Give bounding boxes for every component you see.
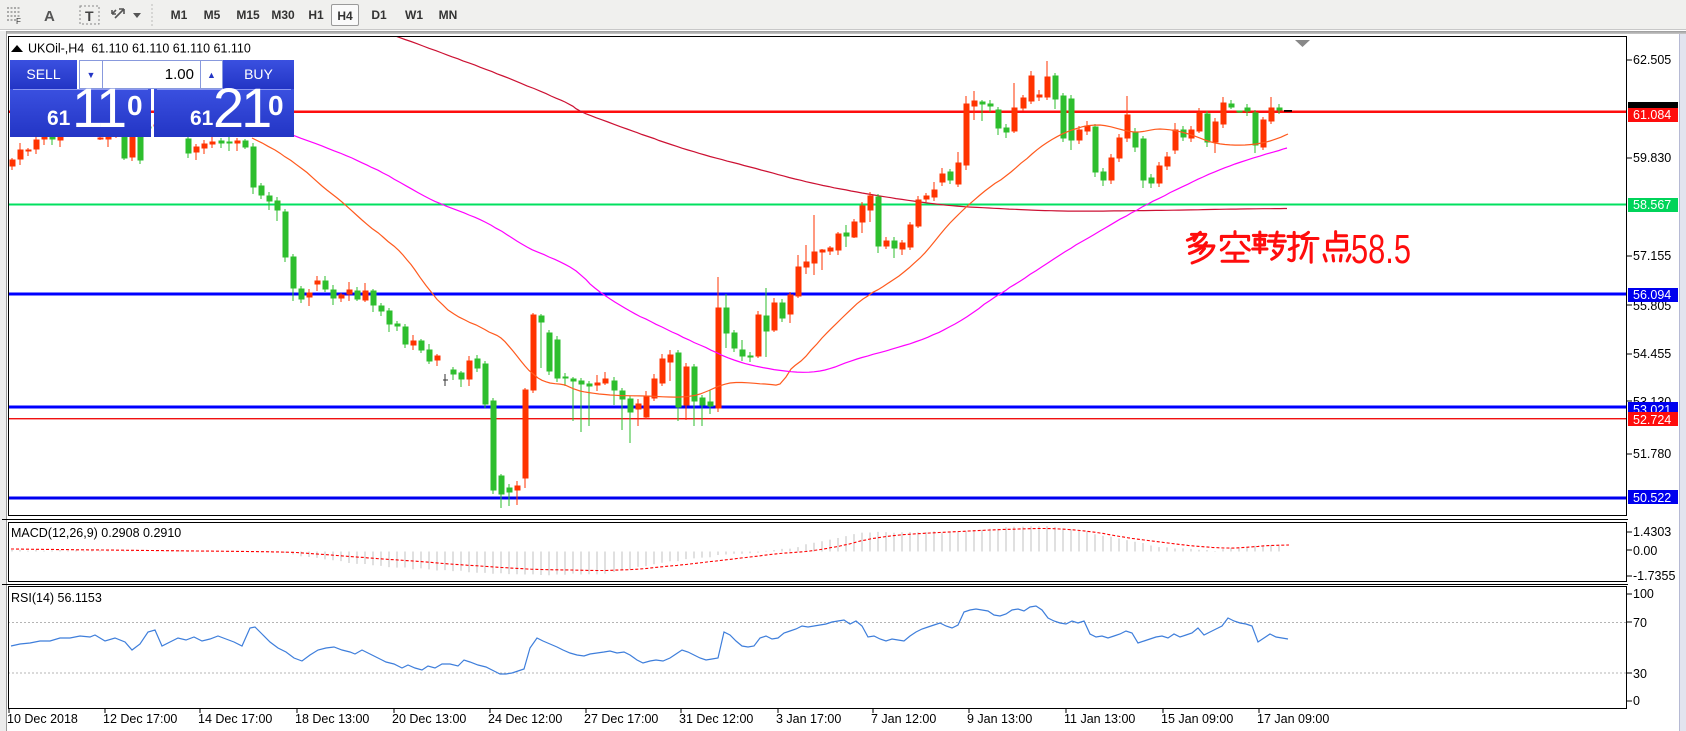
svg-text:51.780: 51.780	[1633, 447, 1671, 461]
svg-text:14 Dec 17:00: 14 Dec 17:00	[198, 712, 272, 726]
svg-text:T: T	[85, 8, 94, 24]
svg-text:12 Dec 17:00: 12 Dec 17:00	[103, 712, 177, 726]
svg-text:31 Dec 12:00: 31 Dec 12:00	[679, 712, 753, 726]
svg-text:58.567: 58.567	[1633, 198, 1671, 212]
svg-text:54.455: 54.455	[1633, 347, 1671, 361]
svg-text:0: 0	[1633, 694, 1640, 708]
svg-text:50.522: 50.522	[1633, 491, 1671, 505]
svg-text:56.094: 56.094	[1633, 288, 1671, 302]
svg-text:1.4303: 1.4303	[1633, 525, 1671, 539]
svg-text:20 Dec 13:00: 20 Dec 13:00	[392, 712, 466, 726]
svg-text:0.00: 0.00	[1633, 544, 1657, 558]
svg-text:61.084: 61.084	[1633, 108, 1671, 122]
svg-text:58.5: 58.5	[1351, 226, 1411, 272]
svg-text:11 Jan 13:00: 11 Jan 13:00	[1064, 712, 1135, 726]
svg-text:A: A	[44, 8, 55, 25]
svg-text:17 Jan 09:00: 17 Jan 09:00	[1257, 712, 1329, 726]
svg-text:10 Dec 2018: 10 Dec 2018	[7, 712, 78, 726]
svg-text:UKOil-,H4 61.110 61.110 61.11: UKOil-,H4 61.110 61.110 61.110 61.110	[28, 42, 251, 56]
svg-text:27 Dec 17:00: 27 Dec 17:00	[584, 712, 658, 726]
svg-text:F: F	[16, 17, 21, 26]
svg-text:MACD(12,26,9) 0.2908 0.2910: MACD(12,26,9) 0.2908 0.2910	[11, 526, 181, 540]
svg-text:70: 70	[1633, 616, 1647, 630]
svg-text:RSI(14) 56.1153: RSI(14) 56.1153	[11, 591, 102, 605]
svg-text:15 Jan 09:00: 15 Jan 09:00	[1161, 712, 1233, 726]
svg-text:18 Dec 13:00: 18 Dec 13:00	[295, 712, 369, 726]
svg-text:9 Jan 13:00: 9 Jan 13:00	[967, 712, 1032, 726]
svg-text:7 Jan 12:00: 7 Jan 12:00	[871, 712, 936, 726]
svg-text:55.805: 55.805	[1633, 299, 1671, 313]
svg-text:-1.7355: -1.7355	[1633, 569, 1675, 583]
svg-text:3 Jan 17:00: 3 Jan 17:00	[776, 712, 841, 726]
svg-text:52.724: 52.724	[1633, 413, 1671, 427]
svg-text:62.505: 62.505	[1633, 53, 1671, 67]
svg-text:59.830: 59.830	[1633, 151, 1671, 165]
svg-text:30: 30	[1633, 667, 1647, 681]
svg-text:57.155: 57.155	[1633, 249, 1671, 263]
svg-text:100: 100	[1633, 587, 1654, 601]
svg-text:24 Dec 12:00: 24 Dec 12:00	[488, 712, 562, 726]
